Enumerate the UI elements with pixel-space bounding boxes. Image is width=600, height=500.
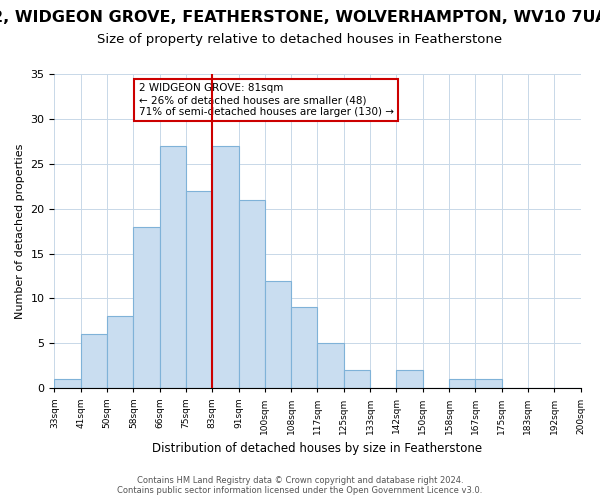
Text: 2, WIDGEON GROVE, FEATHERSTONE, WOLVERHAMPTON, WV10 7UA: 2, WIDGEON GROVE, FEATHERSTONE, WOLVERHA… <box>0 10 600 25</box>
Bar <box>239 200 265 388</box>
Text: Size of property relative to detached houses in Featherstone: Size of property relative to detached ho… <box>97 32 503 46</box>
Bar <box>265 280 291 388</box>
Bar <box>107 316 133 388</box>
X-axis label: Distribution of detached houses by size in Featherstone: Distribution of detached houses by size … <box>152 442 482 455</box>
Bar <box>160 146 186 388</box>
Bar <box>317 344 344 388</box>
Text: 2 WIDGEON GROVE: 81sqm
← 26% of detached houses are smaller (48)
71% of semi-det: 2 WIDGEON GROVE: 81sqm ← 26% of detached… <box>139 84 394 116</box>
Bar <box>186 190 212 388</box>
Y-axis label: Number of detached properties: Number of detached properties <box>15 144 25 319</box>
Bar <box>212 146 239 388</box>
Bar <box>449 380 475 388</box>
Bar <box>475 380 502 388</box>
Bar <box>81 334 107 388</box>
Bar <box>397 370 422 388</box>
Bar <box>133 226 160 388</box>
Bar <box>344 370 370 388</box>
Text: Contains HM Land Registry data © Crown copyright and database right 2024.
Contai: Contains HM Land Registry data © Crown c… <box>118 476 482 495</box>
Bar <box>55 380 81 388</box>
Bar <box>291 308 317 388</box>
